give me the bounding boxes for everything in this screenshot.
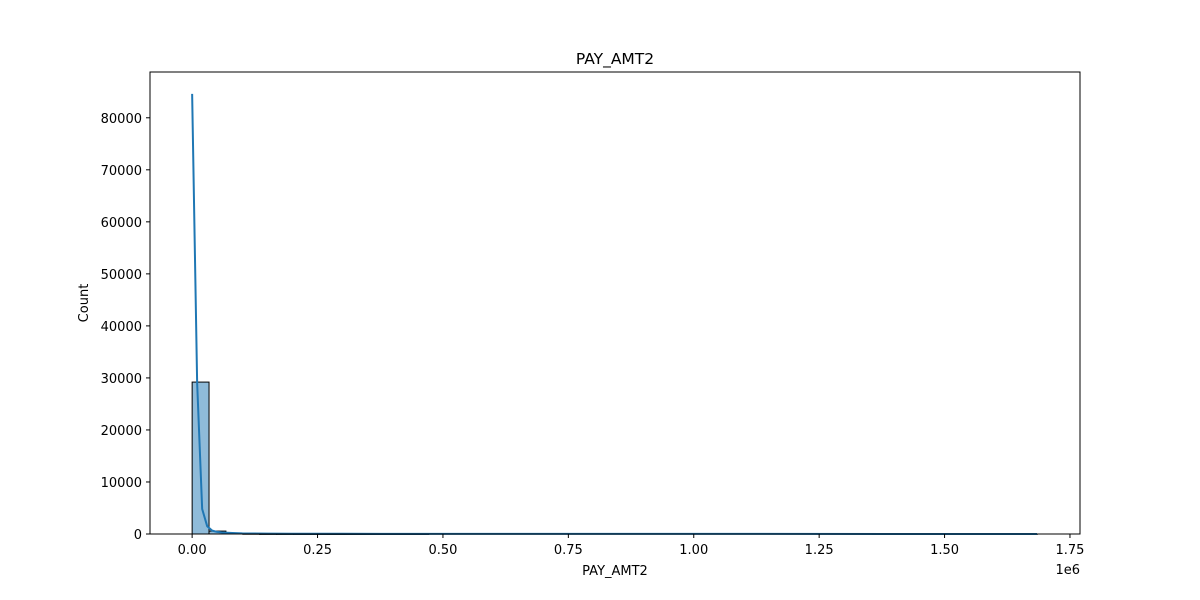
y-tick-label: 70000 xyxy=(101,164,142,179)
y-axis-label: Count xyxy=(77,284,92,323)
x-tick-label: 0.25 xyxy=(303,543,332,558)
y-tick-label: 80000 xyxy=(101,112,142,127)
histogram-bars xyxy=(191,381,1038,535)
x-tick-label: 0.50 xyxy=(428,543,457,558)
x-axis-offset-label: 1e6 xyxy=(1055,563,1080,578)
y-tick-label: 10000 xyxy=(101,476,142,491)
x-tick-label: 1.75 xyxy=(1055,543,1084,558)
x-tick-label: 0.00 xyxy=(178,543,207,558)
y-tick-label: 40000 xyxy=(101,320,142,335)
y-tick-label: 30000 xyxy=(101,372,142,387)
chart-title: PAY_AMT2 xyxy=(576,50,654,69)
y-tick-label: 0 xyxy=(134,528,142,543)
kde-line xyxy=(191,93,1037,535)
y-axis-ticks: 0 10000 20000 30000 40000 50000 60000 70000 8000… xyxy=(101,112,150,543)
y-tick-label: 20000 xyxy=(101,424,142,439)
plot-frame xyxy=(149,71,1081,535)
x-tick-label: 1.50 xyxy=(930,543,959,558)
y-tick-label: 50000 xyxy=(101,268,142,283)
x-tick-label: 1.25 xyxy=(805,543,834,558)
y-tick-label: 60000 xyxy=(101,216,142,231)
x-axis-label: PAY_AMT2 xyxy=(582,564,648,579)
x-tick-label: 1.00 xyxy=(679,543,708,558)
x-tick-label: 0.75 xyxy=(554,543,583,558)
x-axis-ticks: 0.00 0.25 0.50 0.75 1.00 1.25 1.50 1.75 xyxy=(178,534,1084,558)
